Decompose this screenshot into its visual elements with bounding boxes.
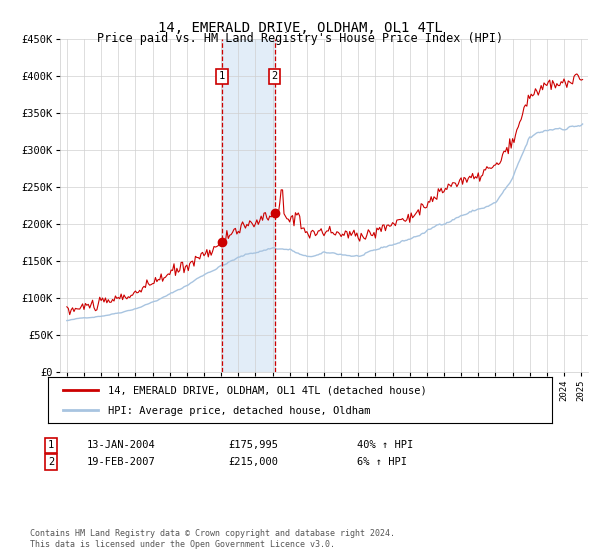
Text: £175,995: £175,995 [228, 440, 278, 450]
Text: 14, EMERALD DRIVE, OLDHAM, OL1 4TL: 14, EMERALD DRIVE, OLDHAM, OL1 4TL [158, 21, 442, 35]
Text: 13-JAN-2004: 13-JAN-2004 [87, 440, 156, 450]
Text: 40% ↑ HPI: 40% ↑ HPI [357, 440, 413, 450]
Text: 2: 2 [272, 71, 278, 81]
Text: 2: 2 [48, 457, 54, 467]
Text: Contains HM Land Registry data © Crown copyright and database right 2024.
This d: Contains HM Land Registry data © Crown c… [30, 529, 395, 549]
Text: Price paid vs. HM Land Registry's House Price Index (HPI): Price paid vs. HM Land Registry's House … [97, 32, 503, 45]
Text: 1: 1 [219, 71, 225, 81]
Text: 1: 1 [48, 440, 54, 450]
Text: £215,000: £215,000 [228, 457, 278, 467]
Bar [222, 39, 275, 372]
Text: HPI: Average price, detached house, Oldham: HPI: Average price, detached house, Oldh… [109, 406, 371, 416]
Text: 19-FEB-2007: 19-FEB-2007 [87, 457, 156, 467]
Text: 14, EMERALD DRIVE, OLDHAM, OL1 4TL (detached house): 14, EMERALD DRIVE, OLDHAM, OL1 4TL (deta… [109, 386, 427, 396]
Text: 6% ↑ HPI: 6% ↑ HPI [357, 457, 407, 467]
